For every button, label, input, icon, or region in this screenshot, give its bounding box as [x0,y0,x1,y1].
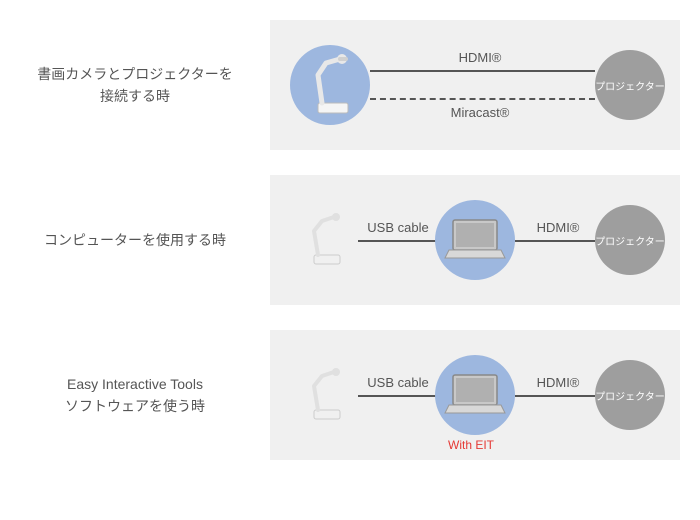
row3-label-line2: ソフトウェアを使う時 [65,398,205,414]
row1-label-line2: 接続する時 [100,88,170,104]
hdmi-line [515,240,595,242]
row1-label-line1: 書画カメラとプロジェクターを [37,66,232,82]
document-camera-icon [290,45,370,125]
miracast-line [370,98,595,100]
hdmi-label: HDMI® [528,375,588,390]
usb-line [358,240,438,242]
usb-label: USB cable [362,375,434,390]
projector-label: プロジェクター [595,78,665,93]
projector-node: プロジェクター [595,205,665,275]
row3-label-line1: Easy Interactive Tools [67,376,203,392]
usb-label: USB cable [362,220,434,235]
projector-label: プロジェクター [595,233,665,248]
laptop-node [435,200,515,280]
row2-label-line1: コンピューターを使用する時 [44,232,226,248]
projector-label: プロジェクター [595,388,665,403]
hdmi-label: HDMI® [440,50,520,65]
hdmi-line [370,70,595,72]
hdmi-line [515,395,595,397]
miracast-label: Miracast® [430,105,530,120]
row2-label: コンピューターを使用する時 [0,229,270,251]
projector-node: プロジェクター [595,50,665,120]
row-camera-projector: 書画カメラとプロジェクターを 接続する時 HDMI® Miracast® プロジ… [0,20,700,150]
document-camera-icon [290,360,360,430]
laptop-icon [435,355,515,435]
document-camera-node [290,205,360,275]
row1-diagram: HDMI® Miracast® プロジェクター [270,20,680,150]
usb-line [358,395,438,397]
hdmi-label: HDMI® [528,220,588,235]
row-computer: コンピューターを使用する時 USB cable HDMI® プロジェクター [0,175,700,305]
document-camera-node [290,360,360,430]
row2-diagram: USB cable HDMI® プロジェクター [270,175,680,305]
laptop-node [435,355,515,435]
row3-label: Easy Interactive Tools ソフトウェアを使う時 [0,373,270,418]
document-camera-icon [290,205,360,275]
laptop-icon [435,200,515,280]
eit-annotation: With EIT [448,438,494,452]
row1-label: 書画カメラとプロジェクターを 接続する時 [0,63,270,108]
row3-diagram: USB cable HDMI® プロジェクター With EIT [270,330,680,460]
document-camera-node [290,45,370,125]
projector-node: プロジェクター [595,360,665,430]
row-eit: Easy Interactive Tools ソフトウェアを使う時 USB ca… [0,330,700,460]
